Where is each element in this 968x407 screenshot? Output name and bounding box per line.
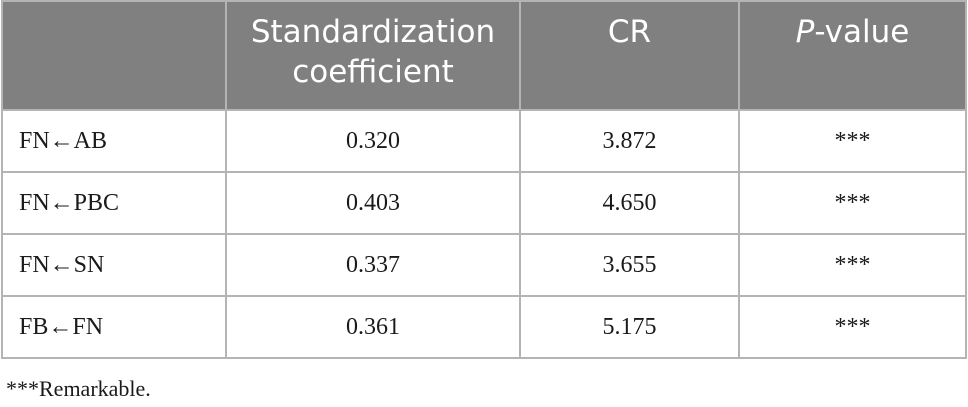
- header-standardization-coefficient: Standardization coefficient: [225, 0, 521, 111]
- header-row: Standardization coefficient CR P-value: [1, 0, 967, 111]
- path-cell: FN←PBC: [1, 171, 227, 235]
- p-value-cell: ***: [738, 233, 967, 297]
- p-value-cell: ***: [738, 109, 967, 173]
- header-p-value: P-value: [738, 0, 967, 111]
- coefficient-cell: 0.361: [225, 295, 521, 359]
- coefficient-cell: 0.403: [225, 171, 521, 235]
- path-cell: FN←AB: [1, 109, 227, 173]
- cr-cell: 3.872: [519, 109, 740, 173]
- coefficient-cell: 0.337: [225, 233, 521, 297]
- p-value-cell: ***: [738, 171, 967, 235]
- header-empty: [1, 0, 227, 111]
- table-footnote: ***Remarkable.: [6, 376, 151, 401]
- p-value-cell: ***: [738, 295, 967, 359]
- coefficient-cell: 0.320: [225, 109, 521, 173]
- table-row: FN←PBC 0.403 4.650 ***: [1, 171, 967, 235]
- cr-cell: 5.175: [519, 295, 740, 359]
- header-p-letter: P: [795, 14, 815, 50]
- table-row: FN←SN 0.337 3.655 ***: [1, 233, 967, 297]
- header-cr: CR: [519, 0, 740, 111]
- results-table: Standardization coefficient CR P-value F…: [1, 0, 967, 359]
- path-cell: FN←SN: [1, 233, 227, 297]
- table-row: FN←AB 0.320 3.872 ***: [1, 109, 967, 173]
- table-row: FB←FN 0.361 5.175 ***: [1, 295, 967, 359]
- header-p-suffix: -value: [814, 14, 910, 50]
- cr-cell: 3.655: [519, 233, 740, 297]
- path-cell: FB←FN: [1, 295, 227, 359]
- cr-cell: 4.650: [519, 171, 740, 235]
